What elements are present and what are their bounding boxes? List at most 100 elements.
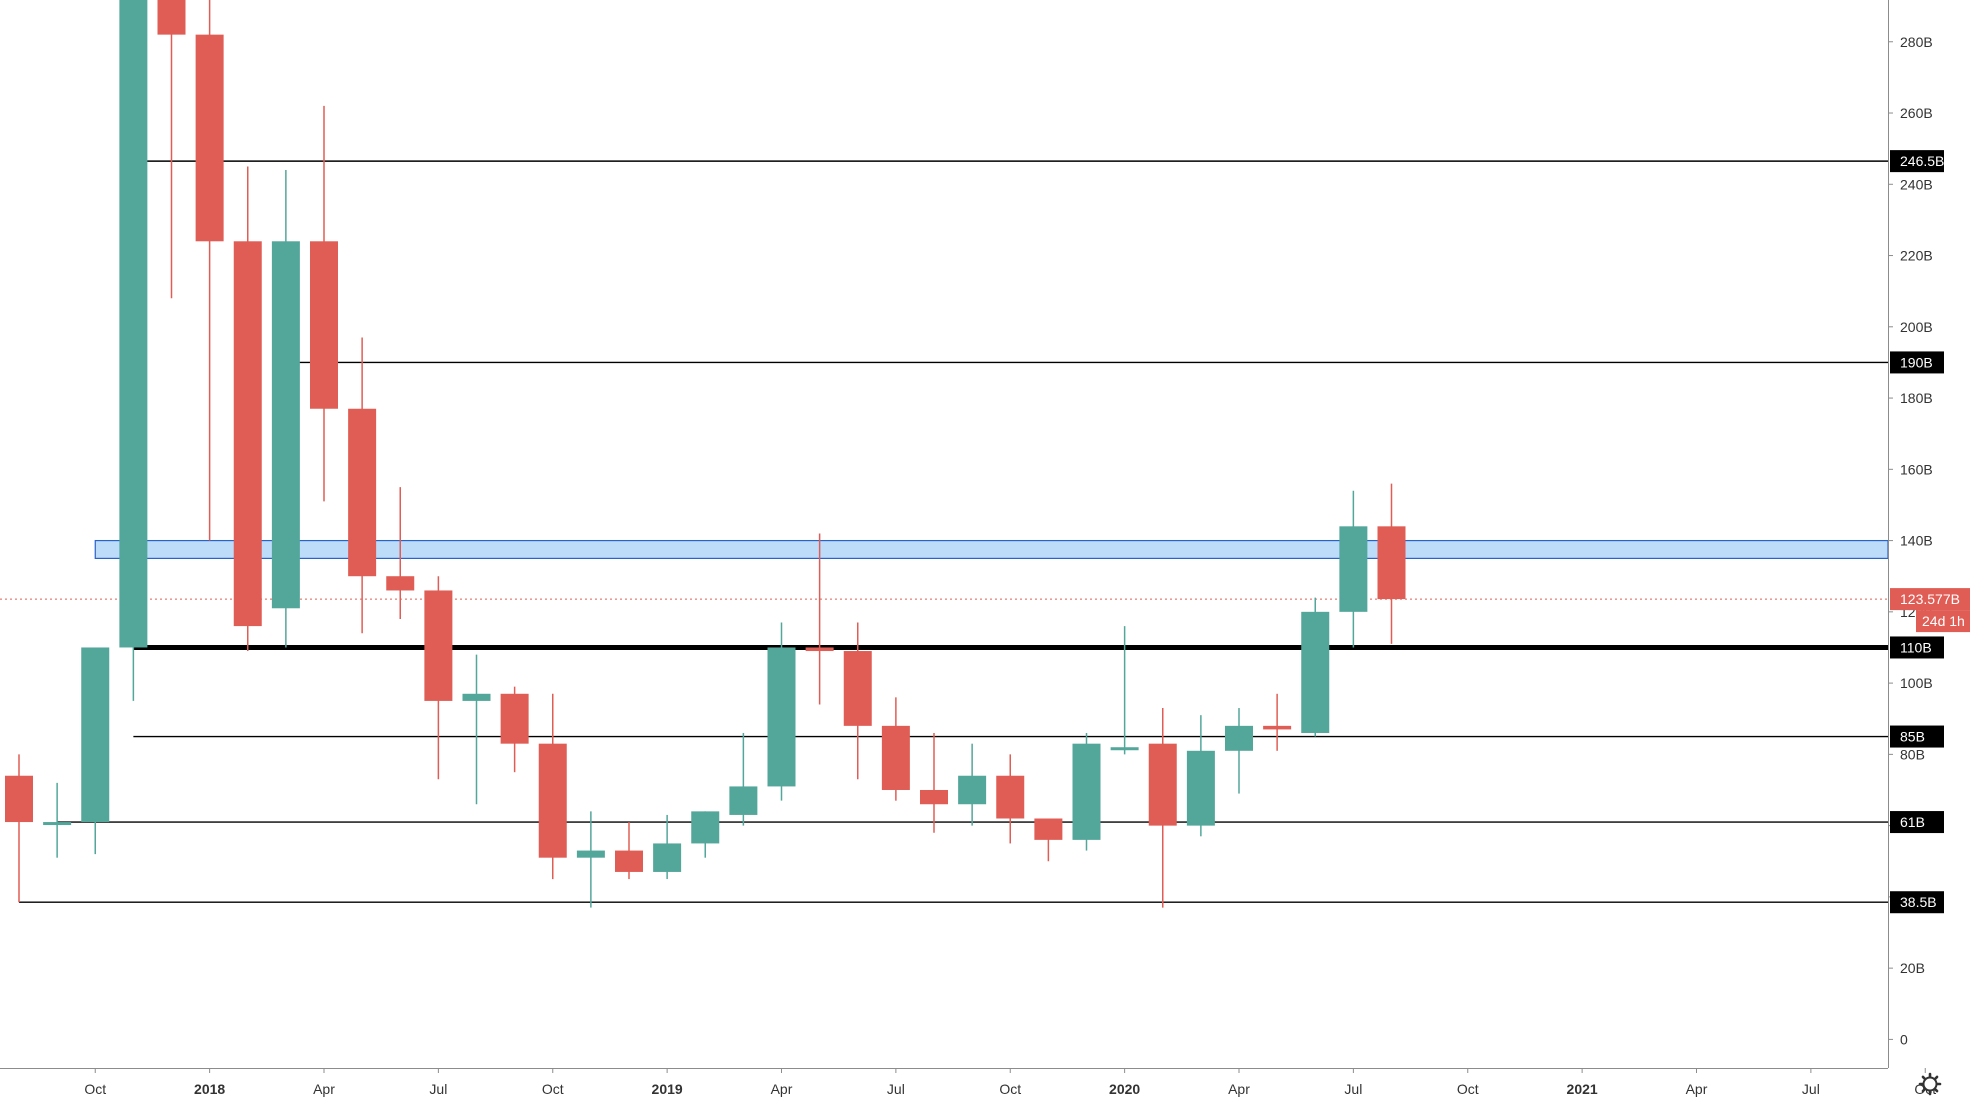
candle-2020-05 [1263,693,1292,751]
candle-2019-10 [996,754,1025,844]
x-tick-label: Apr [1228,1081,1250,1097]
time-axis-background [0,1068,1970,1100]
candle-2019-07 [881,697,910,801]
level-label-110B: 110B [1890,636,1944,659]
candle-2017-11 [119,0,148,701]
candle-2019-12 [1072,732,1101,851]
candle-2019-08 [920,732,948,833]
level-label-61B: 61B [1890,811,1944,834]
candle-2019-02 [691,811,720,858]
candle-body [1072,743,1101,840]
candle-body [729,786,758,815]
x-tick-label: Apr [1686,1081,1708,1097]
plot-area [0,0,1889,908]
candle-body [348,408,377,577]
candle-body [1034,818,1063,840]
candle-2018-01 [195,0,224,541]
candle-2020-08 [1377,483,1406,644]
candle-body [424,590,453,701]
candle-2018-11 [576,811,605,908]
candle-body [195,34,224,242]
candle-body [958,775,987,805]
candle-body [386,576,415,591]
y-tick-label: 20B [1900,960,1925,976]
candle-body [843,651,872,726]
candle-2020-01 [1110,626,1139,755]
candle-2019-06 [843,622,872,780]
candle-2018-05 [348,337,377,634]
candle-body [1186,750,1215,826]
x-tick-label: Jul [1802,1081,1820,1097]
candle-2020-02 [1148,708,1177,908]
x-tick-label: Apr [771,1081,793,1097]
level-label-190B: 190B [1890,351,1944,374]
candle-body [500,693,529,744]
y-tick-label: 180B [1900,390,1933,406]
candle-body [1263,725,1292,730]
candle-body [1301,611,1330,733]
x-tick-label: Jul [1344,1081,1362,1097]
candle-2017-08 [5,754,33,903]
candle-2020-07 [1339,490,1368,648]
candle-2018-09 [500,686,529,773]
candle-2018-04 [310,105,338,502]
x-tick-label: Oct [999,1081,1021,1097]
x-tick-label: Apr [313,1081,335,1097]
level-label-box [1890,351,1944,374]
x-tick-label: 2020 [1109,1081,1140,1097]
x-tick-label: 2021 [1567,1081,1598,1097]
candle-body [576,850,605,858]
candle-2020-04 [1225,708,1253,794]
candle-2018-03 [271,170,300,648]
x-tick-label: Oct [84,1081,106,1097]
y-tick-label: 100B [1900,675,1933,691]
candle-body [538,743,567,858]
level-label-box [1890,811,1944,834]
candle-body [805,647,834,652]
x-tick-label: Oct [1457,1081,1479,1097]
candle-body [119,0,148,648]
x-tick-label: Oct [542,1081,564,1097]
gear-icon[interactable] [1918,1072,1942,1096]
candle-body [271,241,300,609]
candle-body [996,775,1025,819]
candle-2018-08 [462,654,491,805]
candle-2018-06 [386,487,415,619]
candle-2019-05 [805,533,834,705]
level-label-text: 190B [1900,354,1933,370]
candle-2019-03 [729,732,758,826]
candle-2018-02 [233,166,262,652]
level-label-text: 38.5B [1900,894,1937,910]
level-label-box [1890,725,1944,748]
level-label-85B: 85B [1890,725,1944,748]
candle-body [767,647,796,787]
gear-ring [1922,1076,1938,1092]
candle-body [43,822,72,826]
y-tick-label: 280B [1900,34,1933,50]
price-axis-background [1888,0,1970,1100]
current-price-label: 123.577B 24d 1h [1890,588,1970,633]
candle-body [920,789,948,805]
y-tick-label: 0 [1900,1031,1908,1047]
candle-body [1339,526,1368,612]
candle-body [1148,743,1177,826]
y-axis: 020B40B60B80B100B120B140B160B180B200B220… [1888,34,1970,1047]
level-label-text: 246.5B [1900,153,1944,169]
candle-2019-11 [1034,818,1063,862]
candle-2018-10 [538,693,567,880]
candle-body [233,241,262,627]
candle-body [157,0,186,35]
candle-body [691,811,720,844]
candle-2017-12 [157,0,186,299]
candle-2020-03 [1186,715,1215,837]
x-axis: Oct 2018 Apr Jul Oct 2019 Apr Jul Oct 2020 Apr Jul O… [84,1068,1936,1097]
candles [5,0,1406,908]
candle-body [5,775,33,823]
candle-body [1225,725,1253,751]
countdown-box [1916,610,1970,633]
candle-2018-07 [424,576,453,780]
candle-2020-06 [1301,597,1330,737]
candle-body [462,693,491,701]
